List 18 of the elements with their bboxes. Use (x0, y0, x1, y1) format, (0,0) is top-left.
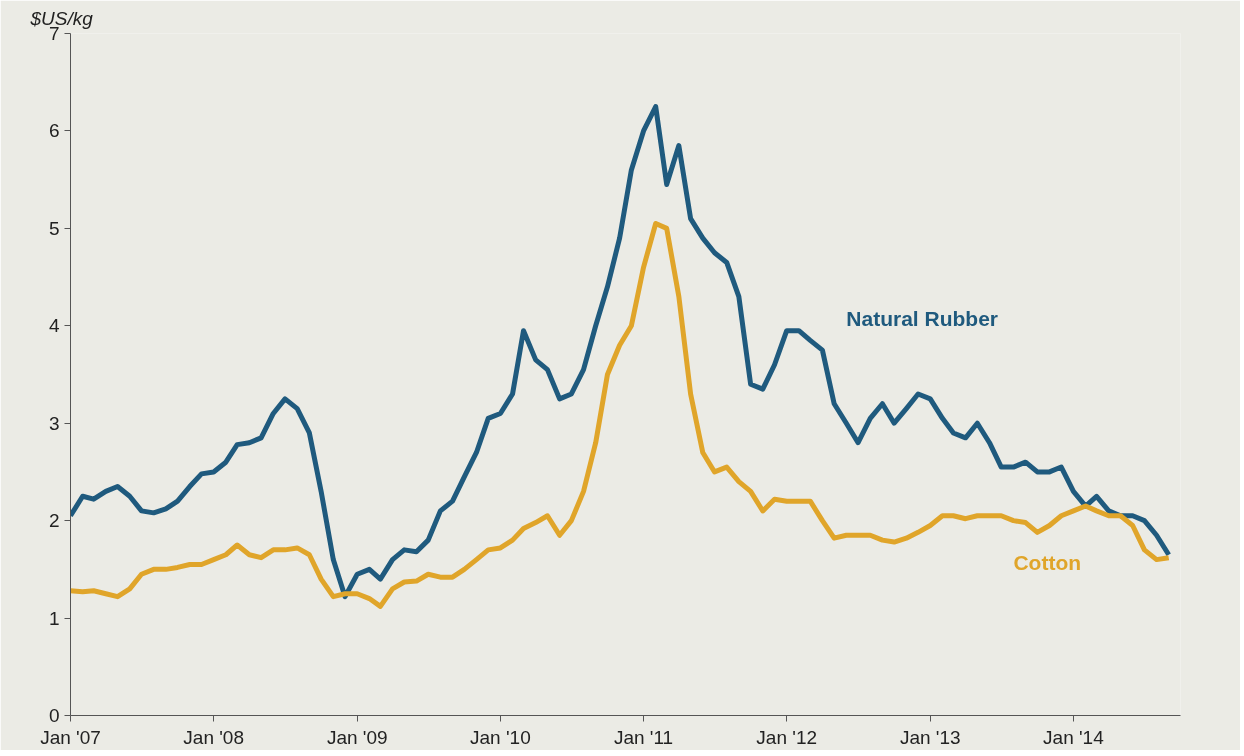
series-label: Cotton (1013, 551, 1082, 575)
x-tick-label: Jan '10 (470, 726, 531, 748)
y-tick-label: 3 (48, 412, 60, 434)
y-tick-label: 0 (48, 705, 60, 726)
series-label: Natural Rubber (846, 306, 999, 330)
y-tick-label: 1 (48, 607, 60, 629)
x-tick-label: Jan '07 (40, 726, 101, 748)
y-tick-label: 2 (48, 510, 60, 532)
x-tick-label: Jan '13 (899, 726, 961, 748)
x-tick-label: Jan '09 (326, 726, 388, 748)
x-tick-label: Jan '12 (756, 726, 818, 748)
x-tick-label: Jan '11 (613, 726, 674, 748)
y-tick-label: 5 (48, 217, 60, 239)
y-axis-title: $US/kg (29, 7, 94, 29)
x-tick-label: Jan '08 (183, 726, 245, 748)
y-tick-label: 4 (48, 315, 60, 337)
y-tick-label: 6 (48, 120, 60, 142)
x-tick-label: Jan '14 (1043, 726, 1105, 748)
